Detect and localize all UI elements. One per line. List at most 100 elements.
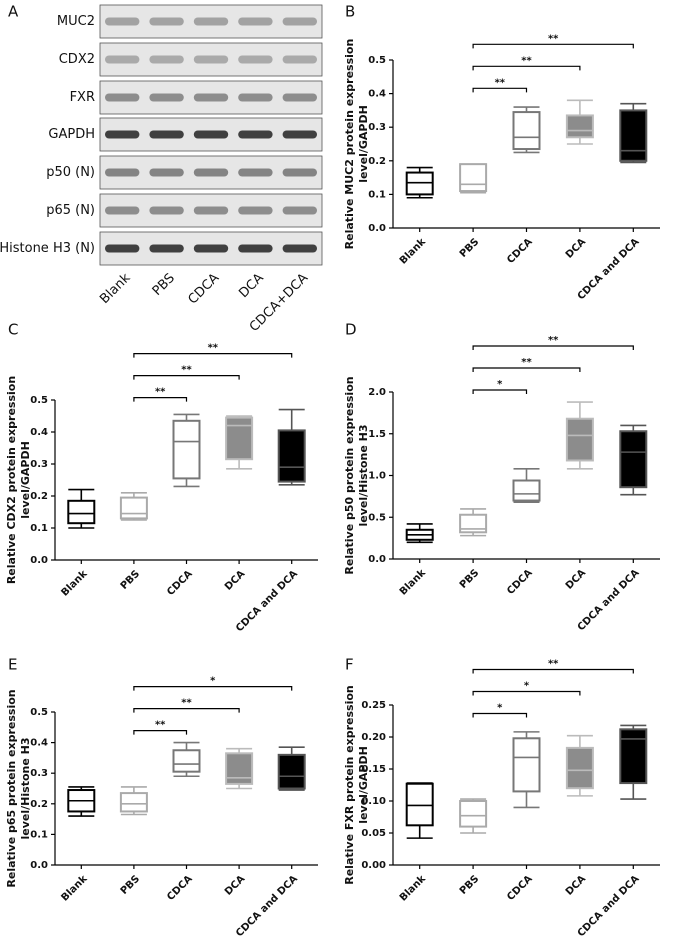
y-tick-label: 0.5	[368, 55, 386, 66]
box	[225, 416, 254, 461]
significance-bracket	[472, 345, 634, 351]
x-tick-label: DCA	[223, 568, 247, 592]
y-axis-title: Relative CDX2 protein expression	[5, 376, 18, 584]
blot-strip	[99, 4, 323, 39]
significance-label: **	[155, 387, 166, 398]
significance-bracket	[472, 367, 581, 373]
panel-letter: E	[8, 656, 17, 674]
blot-band	[282, 168, 317, 177]
x-tick-label: PBS	[119, 873, 142, 896]
significance-bracket	[133, 730, 188, 735]
x-tick-label: Blank	[398, 236, 428, 266]
x-tick-label: DCA	[564, 873, 588, 897]
x-tick-label: PBS	[458, 873, 481, 896]
blot-band	[105, 93, 140, 102]
y-tick-label: 0.3	[30, 459, 48, 470]
y-tick-label: 0.10	[361, 796, 386, 807]
x-tick-label: PBS	[458, 236, 481, 259]
significance-bracket	[472, 389, 528, 395]
y-tick-label: 0.00	[361, 860, 386, 871]
blot-band	[105, 17, 140, 26]
significance-bracket	[472, 712, 528, 718]
y-tick-label: 0.05	[361, 828, 386, 839]
box	[619, 109, 648, 162]
blot-band	[149, 55, 184, 64]
x-tick-label: CDCA	[165, 873, 195, 903]
y-tick-label: 0.5	[368, 512, 386, 523]
blot-band	[149, 93, 184, 102]
y-tick-label: 0.5	[30, 707, 48, 718]
blot-band	[149, 244, 184, 253]
blot-row-label: FXR	[70, 90, 95, 105]
y-tick-label: 0.1	[30, 829, 48, 840]
x-tick-label: PBS	[458, 567, 481, 590]
box	[459, 800, 488, 828]
box	[619, 728, 648, 785]
blot-row-label: p50 (N)	[46, 165, 95, 180]
blot-band	[238, 168, 273, 177]
blot-lane-label: DCA	[236, 271, 266, 301]
box	[512, 737, 541, 793]
significance-bracket	[472, 43, 634, 49]
blot-band	[282, 244, 317, 253]
y-tick-label: 0.1	[368, 189, 386, 200]
box	[565, 417, 594, 462]
y-tick-label: 1.5	[368, 429, 386, 440]
box	[172, 749, 201, 773]
y-axis-title: Relative p65 protein expression	[5, 689, 18, 887]
blot-band	[238, 93, 273, 102]
x-tick-label: CDCA	[505, 873, 535, 903]
significance-bracket	[133, 708, 240, 713]
blot-band	[282, 17, 317, 26]
significance-bracket	[133, 397, 188, 402]
y-tick-label: 0.3	[368, 122, 386, 133]
y-tick-label: 0.2	[30, 799, 48, 810]
y-tick-label: 0.2	[368, 156, 386, 167]
significance-label: *	[210, 676, 216, 687]
blot-row-label: Histone H3 (N)	[0, 241, 95, 256]
blot-lane-label: Blank	[97, 270, 134, 307]
x-tick-label: Blank	[59, 873, 89, 903]
blot-band	[238, 55, 273, 64]
panel-letter: D	[345, 321, 357, 339]
significance-label: **	[548, 658, 559, 669]
y-tick-label: 0.20	[361, 732, 386, 743]
box	[67, 499, 96, 525]
significance-label: **	[495, 77, 506, 88]
y-axis-title: level/Histone H3	[19, 738, 32, 840]
y-tick-label: 0.4	[368, 89, 386, 100]
y-axis-title: Relative p50 protein expression	[343, 376, 356, 574]
x-tick-label: PBS	[119, 568, 142, 591]
blot-band	[193, 130, 229, 139]
y-tick-label: 0.15	[361, 764, 386, 775]
x-tick-label: Blank	[398, 873, 428, 903]
box	[512, 479, 541, 502]
x-tick-label: DCA	[564, 567, 588, 591]
box	[119, 792, 148, 813]
blot-band	[282, 93, 317, 102]
blot-band	[193, 206, 229, 215]
panel-letter: C	[8, 321, 18, 339]
y-tick-label: 2.0	[368, 387, 386, 398]
x-tick-label: CDCA	[505, 236, 535, 266]
panel-letter: B	[345, 3, 355, 21]
blot-band	[238, 206, 273, 215]
blot-band	[105, 55, 140, 64]
significance-bracket	[472, 668, 634, 674]
y-axis-title: level/GAPDH	[19, 441, 32, 519]
blot-band	[282, 130, 317, 139]
y-tick-label: 0.5	[30, 395, 48, 406]
box	[512, 111, 541, 151]
x-tick-label: Blank	[59, 568, 89, 598]
blot-band	[193, 244, 229, 253]
box	[225, 752, 254, 785]
box	[277, 429, 306, 483]
significance-label: *	[524, 680, 530, 691]
box	[405, 782, 434, 827]
box	[565, 746, 594, 790]
significance-label: **	[521, 55, 532, 66]
box	[405, 171, 434, 196]
blot-band	[193, 55, 229, 64]
significance-label: **	[181, 365, 192, 376]
blot-band	[149, 168, 184, 177]
